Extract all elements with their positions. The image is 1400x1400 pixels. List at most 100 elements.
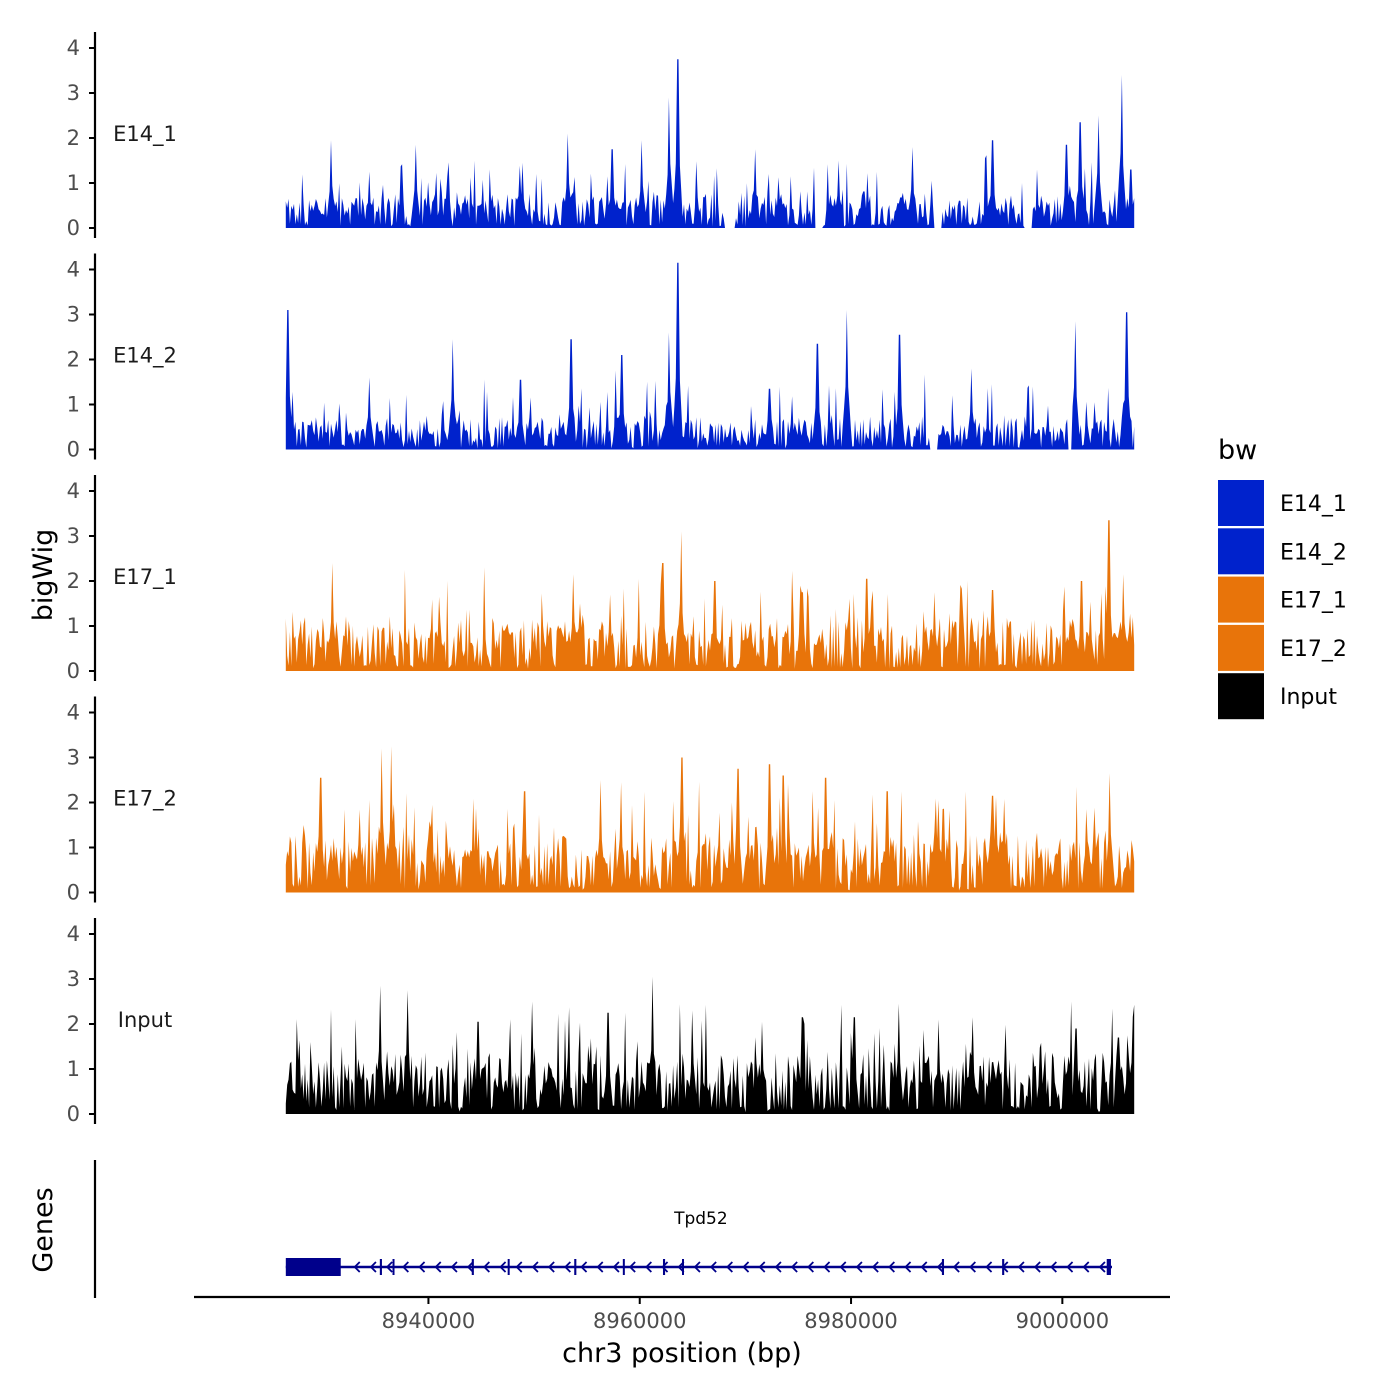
strand-arrow [726, 1261, 733, 1273]
y-tick-label: 1 [67, 614, 80, 638]
y-tick-label: 0 [67, 1102, 80, 1126]
track-input: 0 1 2 3 4 Input [67, 918, 1135, 1126]
track-label: E14_1 [113, 122, 177, 147]
gene-exon [507, 1259, 510, 1275]
strand-arrow [547, 1261, 555, 1273]
legend-swatch [1218, 480, 1264, 526]
legend-swatch [1218, 624, 1264, 671]
strand-arrow [612, 1261, 620, 1273]
legend-swatch [1218, 528, 1264, 575]
gene-annotation-panel: Tpd52 [93, 1160, 1113, 1298]
strand-arrow [450, 1261, 458, 1273]
gene-exon [662, 1259, 666, 1275]
strand-arrow [985, 1261, 993, 1273]
y-tick-label: 3 [67, 81, 80, 105]
strand-arrow [483, 1261, 490, 1273]
strand-arrow [580, 1261, 588, 1273]
y-tick-label: 2 [67, 348, 80, 372]
y-tick-label: 1 [67, 836, 80, 860]
strand-arrow [904, 1261, 912, 1273]
x-tick-label: 8980000 [804, 1309, 898, 1333]
y-tick-label: 0 [67, 881, 80, 905]
strand-arrow [1017, 1261, 1025, 1273]
y-tick-label: 0 [67, 659, 80, 683]
track-e14-1: 0 1 2 3 4 E14_1 [67, 32, 1135, 240]
strand-arrow [385, 1261, 393, 1273]
strand-arrow [353, 1261, 361, 1273]
strand-arrow [936, 1261, 944, 1273]
y-tick-label: 4 [67, 258, 80, 282]
y-tick-label: 4 [67, 922, 80, 946]
gene-exon [574, 1259, 577, 1275]
strand-arrow [790, 1261, 798, 1273]
strand-arrow [661, 1261, 669, 1273]
strand-arrow [515, 1261, 523, 1273]
strand-arrow [969, 1261, 976, 1273]
strand-arrow [402, 1261, 409, 1273]
strand-arrow [1050, 1261, 1057, 1273]
track-e14-2: 0 1 2 3 4 E14_2 [67, 253, 1135, 462]
gene-exon [392, 1259, 395, 1275]
strand-arrow [1066, 1261, 1074, 1273]
strand-arrow [369, 1261, 377, 1273]
strand-arrow [1082, 1261, 1090, 1273]
x-axis: 8940000 8960000 8980000 9000000 [194, 1295, 1170, 1333]
legend-swatch [1218, 673, 1264, 720]
strand-arrow [920, 1261, 928, 1273]
strand-arrow [823, 1261, 831, 1273]
track-label: E17_1 [113, 565, 177, 590]
y-tick-label: 0 [67, 438, 80, 462]
strand-arrow [1033, 1261, 1041, 1273]
genes-axis-title: Genes [28, 1187, 59, 1272]
y-tick-label: 3 [67, 303, 80, 327]
y-tick-label: 2 [67, 791, 80, 815]
legend-swatch [1218, 576, 1264, 623]
strand-arrow [888, 1261, 895, 1273]
legend: bw E14_1 E14_2 E17_1 E17_2 Input [1218, 435, 1347, 720]
x-axis-title: chr3 position (bp) [562, 1338, 802, 1369]
gene-exon [941, 1259, 945, 1275]
y-tick-label: 1 [67, 171, 80, 195]
track-e17-2: 0 1 2 3 4 E17_2 [67, 696, 1135, 905]
strand-arrow [564, 1261, 571, 1273]
strand-arrow [839, 1261, 847, 1273]
strand-arrow [1001, 1261, 1009, 1273]
y-tick-label: 2 [67, 569, 80, 593]
strand-arrow [742, 1261, 750, 1273]
gene-exon [471, 1259, 474, 1275]
y-tick-label: 1 [67, 393, 80, 417]
legend-label: E17_1 [1280, 589, 1347, 614]
coverage-area [285, 520, 1135, 671]
strand-arrow [871, 1261, 879, 1273]
y-tick-label: 3 [67, 524, 80, 548]
strand-arrow [758, 1261, 766, 1273]
strand-arrow [709, 1261, 717, 1273]
coverage-area [285, 59, 1135, 228]
strand-arrow [1098, 1261, 1106, 1273]
y-tick-label: 1 [67, 1057, 80, 1081]
x-tick-label: 8960000 [593, 1309, 687, 1333]
y-tick-label: 3 [67, 967, 80, 991]
coverage-area [285, 746, 1135, 893]
gene-exon [379, 1259, 382, 1275]
strand-arrow [807, 1261, 814, 1273]
x-tick-label: 8940000 [382, 1309, 476, 1333]
y-tick-label: 4 [67, 701, 80, 725]
x-tick-label: 9000000 [1016, 1309, 1110, 1333]
y-tick-label: 2 [67, 126, 80, 150]
track-label: Input [118, 1008, 172, 1032]
coverage-area [285, 262, 1135, 450]
y-tick-label: 3 [67, 746, 80, 770]
legend-title: bw [1218, 435, 1257, 466]
track-e17-1: 0 1 2 3 4 E17_1 [67, 475, 1135, 683]
strand-arrow [855, 1261, 863, 1273]
strand-arrow [774, 1261, 782, 1273]
strand-arrow [677, 1261, 685, 1273]
strand-arrow [418, 1261, 426, 1273]
strand-arrow [628, 1261, 636, 1273]
track-label: E17_2 [113, 787, 177, 812]
gene-exon [1106, 1259, 1111, 1275]
strand-arrow [645, 1261, 652, 1273]
legend-label: E14_2 [1280, 540, 1347, 565]
